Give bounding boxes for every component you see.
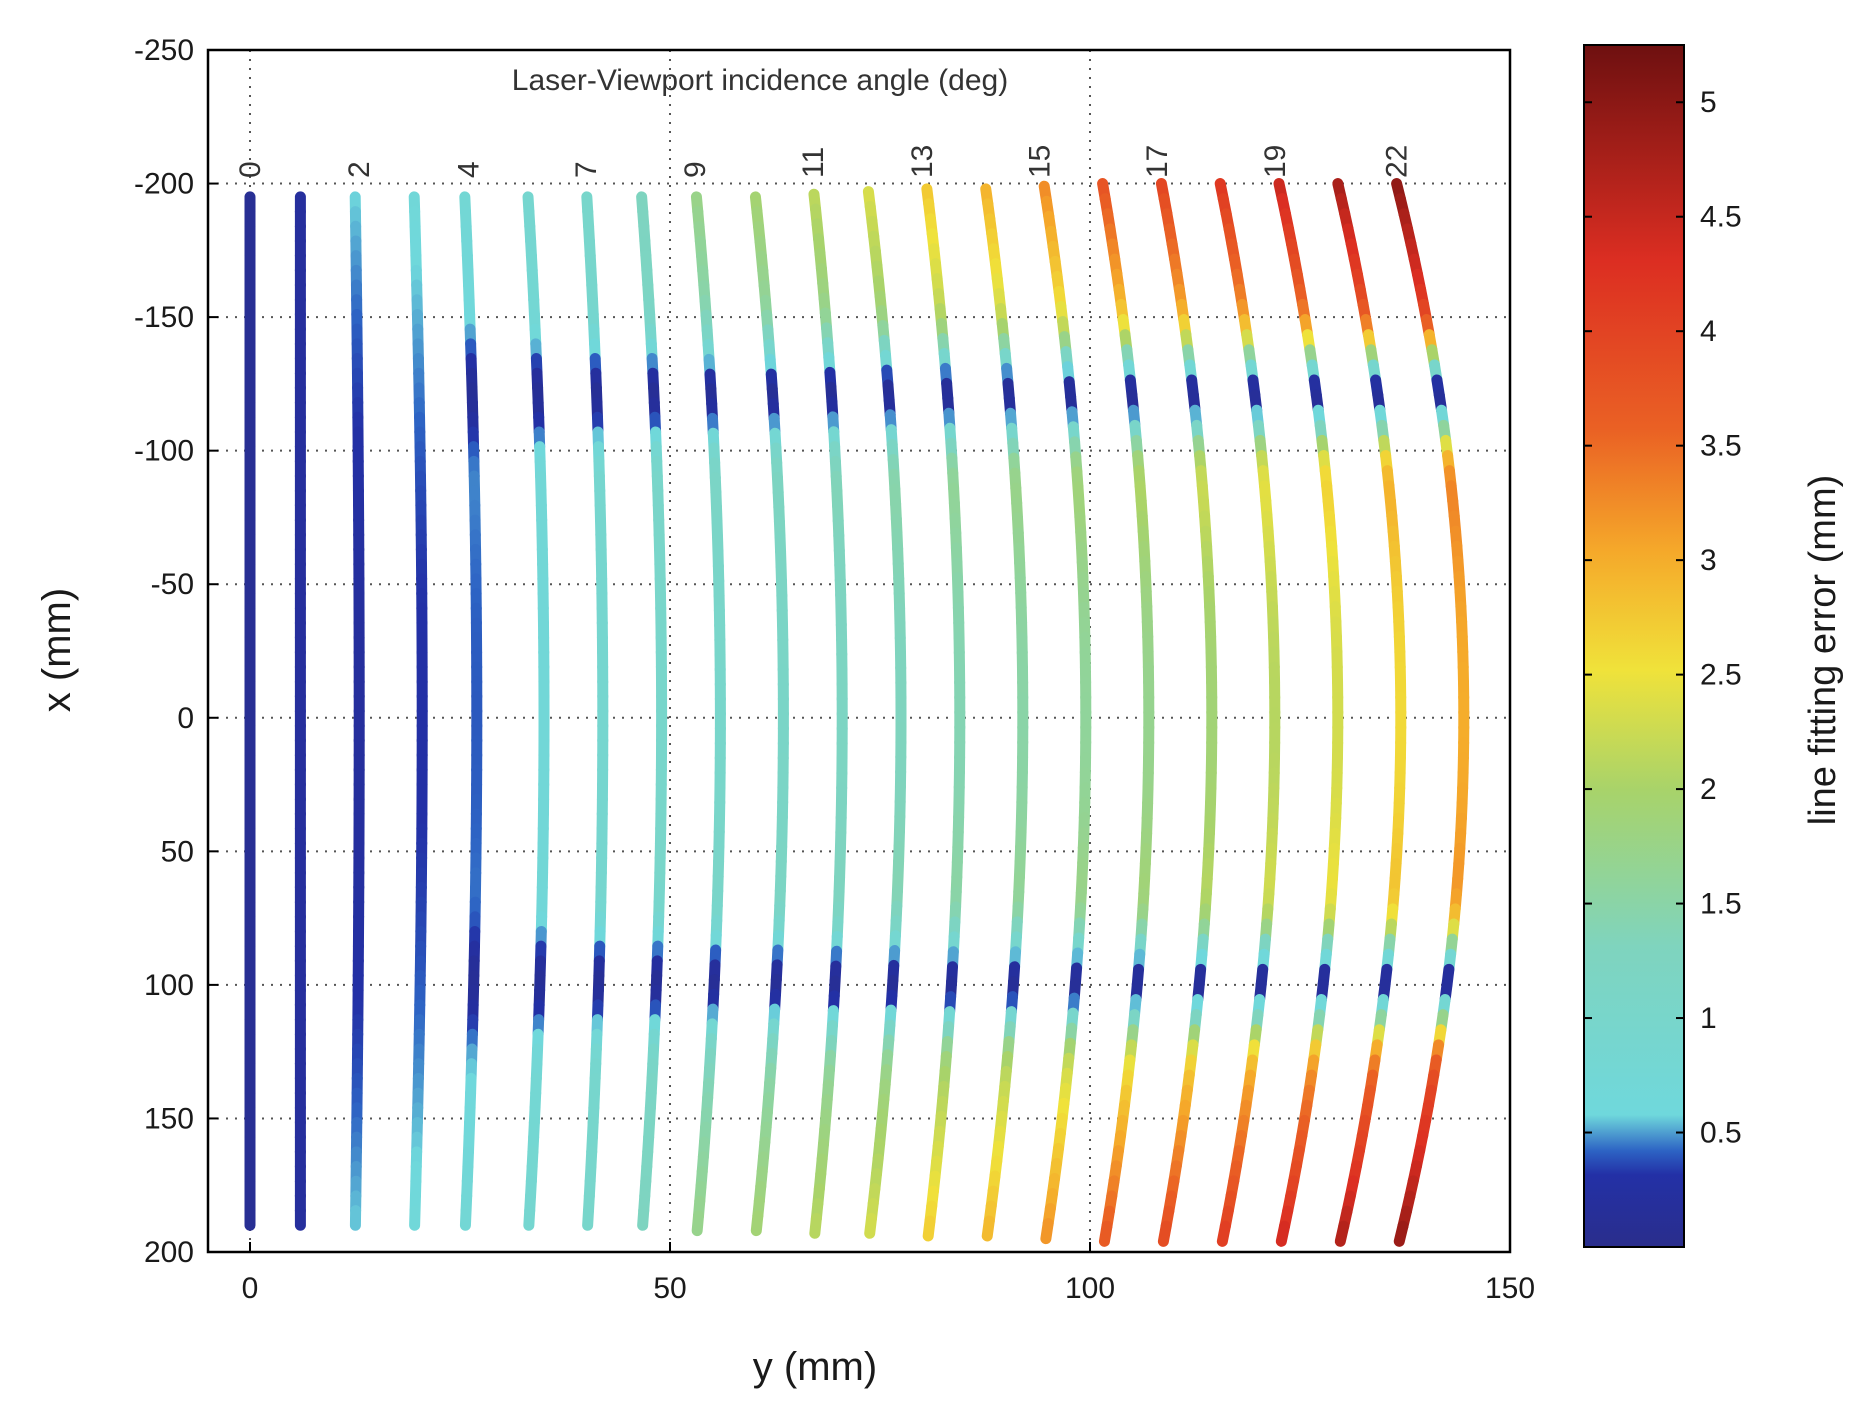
y-tick-label: 200 bbox=[144, 1236, 194, 1269]
x-tick-label: 0 bbox=[242, 1272, 259, 1305]
line-segment bbox=[1393, 1220, 1409, 1247]
data-line-line-16 bbox=[1097, 178, 1155, 1247]
y-tick-label: -50 bbox=[151, 568, 194, 601]
angle-label: 7 bbox=[570, 161, 603, 178]
line-segment bbox=[1040, 1218, 1054, 1245]
line-segment bbox=[637, 1205, 650, 1231]
colorbar-ticks-layer: 0.5 1 1.5 2 2.5 3 3.5 4 4.5 5 bbox=[1584, 86, 1742, 1150]
angle-label: 13 bbox=[906, 145, 939, 178]
angle-label: 15 bbox=[1024, 145, 1057, 178]
line-segment bbox=[981, 1215, 995, 1242]
line-segment bbox=[691, 1210, 704, 1237]
angle-label: 22 bbox=[1381, 145, 1414, 178]
chart-title: Laser-Viewport incidence angle (deg) bbox=[512, 64, 1008, 97]
data-line-line-4 bbox=[408, 191, 428, 1231]
data-line-line-10 bbox=[749, 191, 789, 1237]
data-line-line-12 bbox=[862, 186, 907, 1239]
y-tick-label: 100 bbox=[144, 969, 194, 1002]
angle-label: 17 bbox=[1141, 145, 1174, 178]
data-line-line-11 bbox=[808, 188, 848, 1239]
line-segment bbox=[809, 1212, 822, 1239]
y-axis-title: x (mm) bbox=[35, 588, 79, 712]
data-line-line-7 bbox=[581, 191, 609, 1231]
y-ticks-layer: -250 -200 -150 -100 -50 0 50 100 150 200 bbox=[134, 34, 218, 1269]
angle-labels-layer: 0 2 4 7 9 11 13 15 17 19 22 bbox=[234, 145, 1414, 178]
y-tick-label: -200 bbox=[134, 168, 194, 201]
data-line-line-13 bbox=[921, 183, 966, 1242]
line-segment bbox=[1275, 1220, 1291, 1247]
angle-label: 11 bbox=[797, 147, 830, 178]
x-ticks-layer: 0 50 100 150 bbox=[242, 1242, 1535, 1305]
data-lines-layer bbox=[244, 178, 1470, 1247]
data-line-line-14 bbox=[980, 183, 1029, 1242]
y-tick-label: -100 bbox=[134, 435, 194, 468]
data-line-line-15 bbox=[1038, 180, 1092, 1245]
data-line-line-5 bbox=[459, 191, 483, 1231]
line-segment bbox=[459, 1205, 472, 1231]
line-segment bbox=[1216, 1220, 1231, 1247]
data-line-line-8 bbox=[636, 191, 668, 1231]
y-tick-label: 50 bbox=[161, 835, 194, 868]
data-line-line-3 bbox=[349, 191, 365, 1231]
angle-label: 0 bbox=[234, 161, 267, 178]
x-tick-label: 100 bbox=[1065, 1272, 1115, 1305]
colorbar-tick-label: 2.5 bbox=[1700, 659, 1742, 692]
colorbar-tick-label: 0.5 bbox=[1700, 1117, 1742, 1150]
line-segment bbox=[1334, 1220, 1350, 1247]
y-tick-label: 0 bbox=[177, 702, 194, 735]
data-line-line-18 bbox=[1214, 178, 1281, 1247]
angle-label: 9 bbox=[679, 161, 712, 178]
line-segment bbox=[864, 1212, 877, 1239]
line-segment bbox=[750, 1210, 764, 1237]
colorbar bbox=[1583, 44, 1685, 1248]
colorbar-tick-label: 5 bbox=[1700, 86, 1717, 119]
data-line-line-17 bbox=[1155, 178, 1218, 1247]
y-tick-label: -150 bbox=[134, 301, 194, 334]
colorbar-tick-label: 3.5 bbox=[1700, 430, 1742, 463]
plot-frame bbox=[206, 48, 1512, 1254]
y-tick-label: 150 bbox=[144, 1102, 194, 1135]
y-tick-label: -250 bbox=[134, 34, 194, 67]
x-axis-title: y (mm) bbox=[753, 1345, 877, 1389]
colorbar-tick-label: 2 bbox=[1700, 773, 1717, 806]
angle-label: 2 bbox=[343, 161, 376, 178]
line-segment bbox=[1098, 1220, 1113, 1247]
line-segment bbox=[523, 1205, 536, 1231]
data-line-line-9 bbox=[690, 191, 726, 1237]
data-line-line-19 bbox=[1273, 178, 1344, 1247]
colorbar-tick-label: 4.5 bbox=[1700, 201, 1742, 234]
data-line-line-20 bbox=[1332, 178, 1407, 1247]
angle-label: 4 bbox=[452, 161, 485, 178]
colorbar-tick-label: 4 bbox=[1700, 315, 1717, 348]
colorbar-tick-label: 1.5 bbox=[1700, 888, 1742, 921]
colorbar-tick-label: 3 bbox=[1700, 544, 1717, 577]
x-tick-label: 150 bbox=[1485, 1272, 1535, 1305]
line-segment bbox=[1157, 1220, 1172, 1247]
colorbar-title: line fitting error (mm) bbox=[1802, 475, 1844, 826]
line-segment bbox=[922, 1215, 936, 1242]
colorbar-tick-label: 1 bbox=[1700, 1002, 1717, 1035]
line-segment bbox=[582, 1205, 595, 1231]
data-line-line-6 bbox=[522, 191, 550, 1231]
x-tick-label: 50 bbox=[653, 1272, 686, 1305]
angle-label: 19 bbox=[1259, 145, 1292, 178]
data-line-line-21 bbox=[1391, 178, 1470, 1247]
